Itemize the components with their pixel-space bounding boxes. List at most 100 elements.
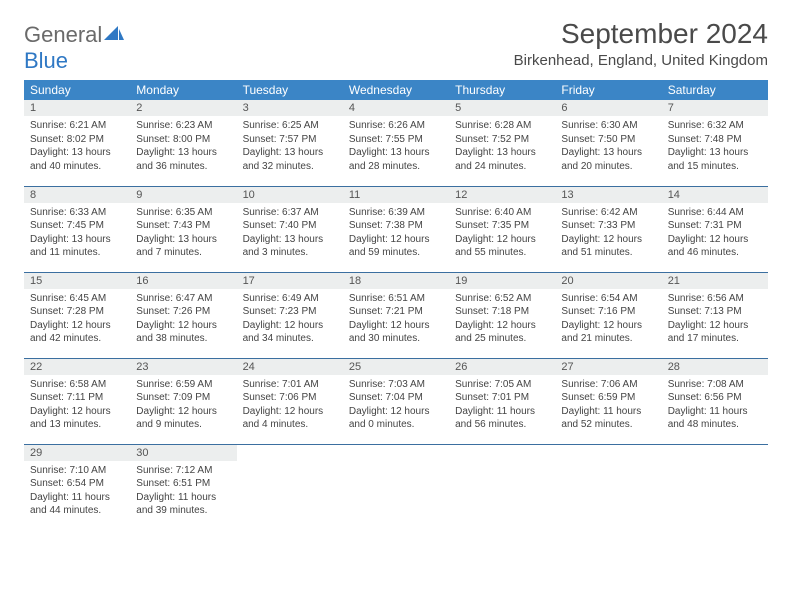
calendar-cell: 1Sunrise: 6:21 AMSunset: 8:02 PMDaylight… — [24, 100, 130, 186]
day-body: Sunrise: 6:51 AMSunset: 7:21 PMDaylight:… — [343, 289, 449, 350]
calendar-row: 1Sunrise: 6:21 AMSunset: 8:02 PMDaylight… — [24, 100, 768, 186]
day-line: Daylight: 11 hours — [136, 491, 230, 505]
day-number: 24 — [237, 359, 343, 375]
calendar-cell: 15Sunrise: 6:45 AMSunset: 7:28 PMDayligh… — [24, 272, 130, 358]
day-body: Sunrise: 6:25 AMSunset: 7:57 PMDaylight:… — [237, 116, 343, 177]
calendar-cell: 18Sunrise: 6:51 AMSunset: 7:21 PMDayligh… — [343, 272, 449, 358]
day-line: Daylight: 12 hours — [136, 405, 230, 419]
day-number: 5 — [449, 100, 555, 116]
day-body: Sunrise: 7:10 AMSunset: 6:54 PMDaylight:… — [24, 461, 130, 522]
weekday-header-row: Sunday Monday Tuesday Wednesday Thursday… — [24, 80, 768, 100]
day-line: and 3 minutes. — [243, 246, 337, 260]
day-line: and 30 minutes. — [349, 332, 443, 346]
day-body: Sunrise: 6:21 AMSunset: 8:02 PMDaylight:… — [24, 116, 130, 177]
day-number: 30 — [130, 445, 236, 461]
day-line: Sunrise: 7:05 AM — [455, 378, 549, 392]
day-line: Sunrise: 6:37 AM — [243, 206, 337, 220]
calendar-cell: 24Sunrise: 7:01 AMSunset: 7:06 PMDayligh… — [237, 358, 343, 444]
day-number: 21 — [662, 273, 768, 289]
day-line: Daylight: 12 hours — [243, 319, 337, 333]
day-line: Daylight: 13 hours — [455, 146, 549, 160]
day-number: 23 — [130, 359, 236, 375]
day-line: and 48 minutes. — [668, 418, 762, 432]
day-body: Sunrise: 6:49 AMSunset: 7:23 PMDaylight:… — [237, 289, 343, 350]
day-line: and 15 minutes. — [668, 160, 762, 174]
day-number: 9 — [130, 187, 236, 203]
day-line: Sunset: 7:28 PM — [30, 305, 124, 319]
day-line: Daylight: 12 hours — [30, 319, 124, 333]
calendar-cell — [662, 444, 768, 530]
day-line: Sunset: 6:56 PM — [668, 391, 762, 405]
day-line: Sunset: 7:23 PM — [243, 305, 337, 319]
day-line: Sunset: 7:21 PM — [349, 305, 443, 319]
calendar-cell: 10Sunrise: 6:37 AMSunset: 7:40 PMDayligh… — [237, 186, 343, 272]
day-number: 13 — [555, 187, 661, 203]
day-line: Sunset: 7:01 PM — [455, 391, 549, 405]
logo-sail-icon — [104, 26, 124, 47]
day-line: Sunrise: 6:52 AM — [455, 292, 549, 306]
day-line: Daylight: 12 hours — [243, 405, 337, 419]
day-line: and 21 minutes. — [561, 332, 655, 346]
day-line: Sunrise: 6:45 AM — [30, 292, 124, 306]
title-block: September 2024 Birkenhead, England, Unit… — [514, 18, 768, 69]
day-number: 7 — [662, 100, 768, 116]
day-line: and 4 minutes. — [243, 418, 337, 432]
day-line: Daylight: 13 hours — [243, 233, 337, 247]
day-number: 12 — [449, 187, 555, 203]
day-body: Sunrise: 6:28 AMSunset: 7:52 PMDaylight:… — [449, 116, 555, 177]
calendar-cell: 8Sunrise: 6:33 AMSunset: 7:45 PMDaylight… — [24, 186, 130, 272]
calendar-cell: 17Sunrise: 6:49 AMSunset: 7:23 PMDayligh… — [237, 272, 343, 358]
day-line: Sunrise: 7:08 AM — [668, 378, 762, 392]
day-line: and 0 minutes. — [349, 418, 443, 432]
day-number: 10 — [237, 187, 343, 203]
day-line: Sunset: 6:59 PM — [561, 391, 655, 405]
day-number: 28 — [662, 359, 768, 375]
logo: General Blue — [24, 18, 124, 74]
calendar-cell: 27Sunrise: 7:06 AMSunset: 6:59 PMDayligh… — [555, 358, 661, 444]
day-line: and 51 minutes. — [561, 246, 655, 260]
day-line: Sunset: 7:26 PM — [136, 305, 230, 319]
day-body: Sunrise: 6:56 AMSunset: 7:13 PMDaylight:… — [662, 289, 768, 350]
day-line: Sunrise: 6:49 AM — [243, 292, 337, 306]
weekday-header: Wednesday — [343, 80, 449, 100]
calendar-cell — [343, 444, 449, 530]
day-line: Daylight: 12 hours — [455, 319, 549, 333]
calendar-cell: 23Sunrise: 6:59 AMSunset: 7:09 PMDayligh… — [130, 358, 236, 444]
day-line: Daylight: 12 hours — [349, 233, 443, 247]
day-body: Sunrise: 6:40 AMSunset: 7:35 PMDaylight:… — [449, 203, 555, 264]
day-line: Sunrise: 6:59 AM — [136, 378, 230, 392]
calendar-cell: 22Sunrise: 6:58 AMSunset: 7:11 PMDayligh… — [24, 358, 130, 444]
weekday-header: Monday — [130, 80, 236, 100]
day-line: Daylight: 12 hours — [349, 319, 443, 333]
calendar-cell: 30Sunrise: 7:12 AMSunset: 6:51 PMDayligh… — [130, 444, 236, 530]
day-line: Sunrise: 6:28 AM — [455, 119, 549, 133]
day-line: and 44 minutes. — [30, 504, 124, 518]
day-line: Sunrise: 6:40 AM — [455, 206, 549, 220]
day-line: Sunset: 7:45 PM — [30, 219, 124, 233]
day-line: and 32 minutes. — [243, 160, 337, 174]
day-line: and 55 minutes. — [455, 246, 549, 260]
day-line: Sunrise: 7:12 AM — [136, 464, 230, 478]
day-line: Daylight: 13 hours — [349, 146, 443, 160]
weekday-header: Thursday — [449, 80, 555, 100]
day-line: Sunrise: 7:01 AM — [243, 378, 337, 392]
day-line: Sunrise: 6:26 AM — [349, 119, 443, 133]
calendar-cell: 16Sunrise: 6:47 AMSunset: 7:26 PMDayligh… — [130, 272, 236, 358]
day-line: and 34 minutes. — [243, 332, 337, 346]
day-line: Sunset: 7:09 PM — [136, 391, 230, 405]
day-body: Sunrise: 6:23 AMSunset: 8:00 PMDaylight:… — [130, 116, 236, 177]
weekday-header: Saturday — [662, 80, 768, 100]
day-line: Sunset: 7:57 PM — [243, 133, 337, 147]
day-line: and 39 minutes. — [136, 504, 230, 518]
day-line: Sunrise: 6:25 AM — [243, 119, 337, 133]
day-line: Sunrise: 7:03 AM — [349, 378, 443, 392]
day-line: Daylight: 11 hours — [455, 405, 549, 419]
day-body: Sunrise: 6:45 AMSunset: 7:28 PMDaylight:… — [24, 289, 130, 350]
day-body: Sunrise: 6:47 AMSunset: 7:26 PMDaylight:… — [130, 289, 236, 350]
day-line: Daylight: 13 hours — [136, 233, 230, 247]
day-body: Sunrise: 6:39 AMSunset: 7:38 PMDaylight:… — [343, 203, 449, 264]
day-body: Sunrise: 6:54 AMSunset: 7:16 PMDaylight:… — [555, 289, 661, 350]
day-number: 29 — [24, 445, 130, 461]
day-line: and 9 minutes. — [136, 418, 230, 432]
day-body: Sunrise: 6:59 AMSunset: 7:09 PMDaylight:… — [130, 375, 236, 436]
